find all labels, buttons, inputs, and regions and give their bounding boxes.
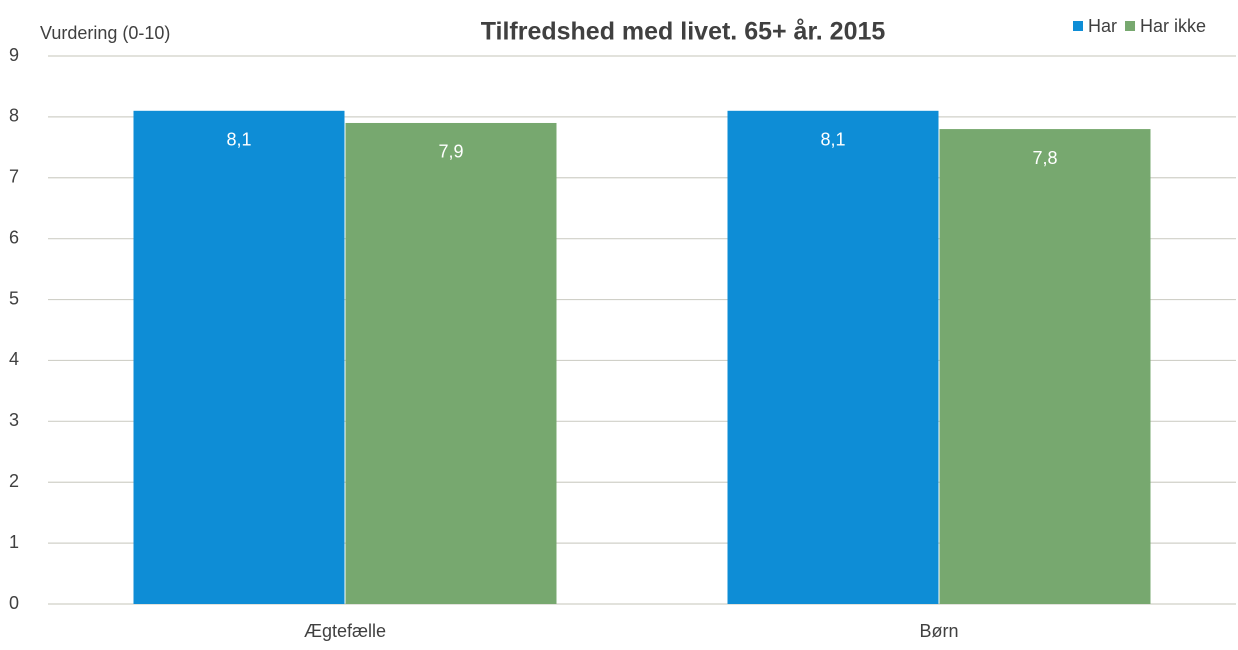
- value-label: 7,8: [1032, 148, 1057, 168]
- legend-label: Har: [1088, 16, 1117, 36]
- x-tick-label: Ægtefælle: [304, 621, 386, 641]
- legend-swatch: [1073, 21, 1083, 31]
- y-tick-label: 0: [9, 593, 19, 613]
- y-tick-label: 4: [9, 349, 19, 369]
- bar: [727, 110, 939, 605]
- legend-label: Har ikke: [1140, 16, 1206, 36]
- chart-title: Tilfredshed med livet. 65+ år. 2015: [481, 18, 886, 46]
- y-tick-label: 6: [9, 227, 19, 247]
- value-label: 7,9: [438, 142, 463, 162]
- x-tick-label: Børn: [919, 621, 958, 641]
- y-tick-label: 9: [9, 45, 19, 65]
- bar: [939, 129, 1151, 605]
- bar: [133, 110, 345, 605]
- legend-swatch: [1125, 21, 1136, 31]
- value-label: 8,1: [820, 130, 845, 150]
- value-label: 8,1: [226, 130, 251, 150]
- y-tick-label: 7: [9, 167, 19, 187]
- y-tick-label: 5: [9, 288, 19, 308]
- y-tick-label: 2: [9, 471, 19, 491]
- bar: [345, 122, 557, 604]
- y-axis-label: Vurdering (0-10): [40, 23, 170, 43]
- y-tick-label: 1: [9, 532, 19, 552]
- y-tick-label: 8: [9, 106, 19, 126]
- y-tick-label: 3: [9, 410, 19, 430]
